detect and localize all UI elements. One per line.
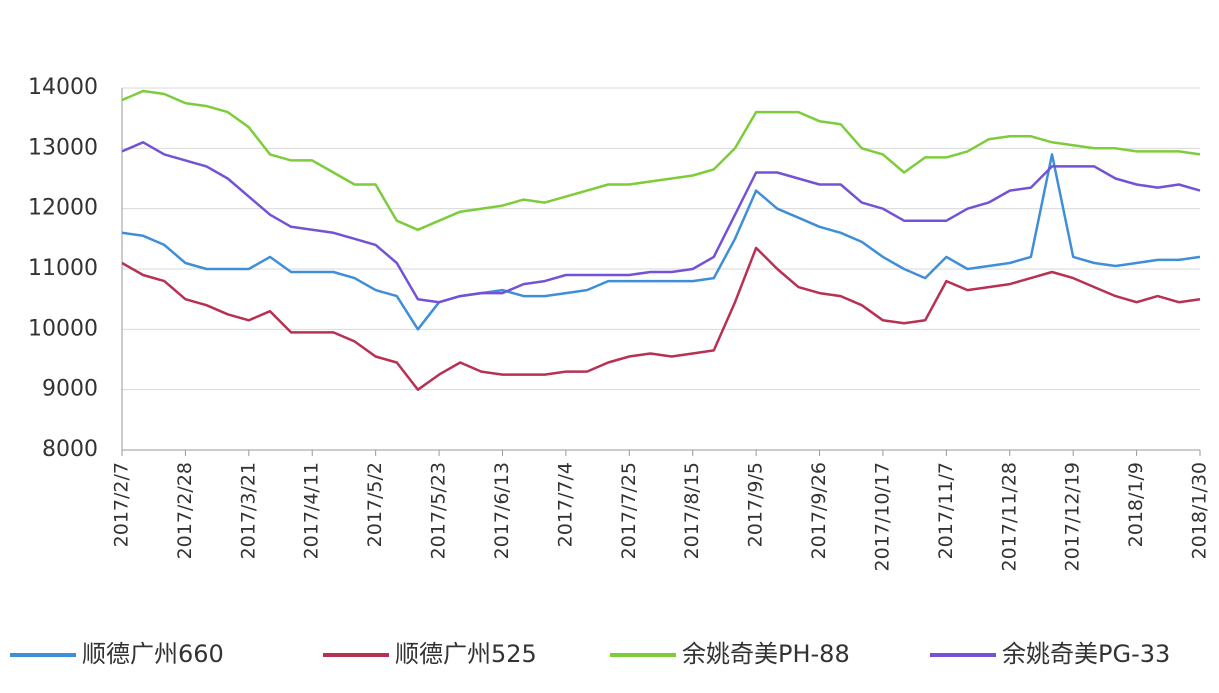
legend-label: 顺德广州525 bbox=[395, 640, 537, 668]
x-tick-label: 2017/8/15 bbox=[681, 462, 703, 559]
x-tick-label: 2017/2/7 bbox=[111, 462, 133, 547]
x-tick-label: 2017/9/5 bbox=[745, 462, 767, 547]
x-tick-label: 2017/2/28 bbox=[174, 462, 196, 559]
x-tick-label: 2017/11/28 bbox=[998, 462, 1020, 572]
y-tick-label: 11000 bbox=[28, 256, 98, 281]
line-series bbox=[121, 246, 1201, 391]
x-tick-label: 2017/4/11 bbox=[301, 462, 323, 559]
x-tick-label: 2017/12/19 bbox=[1062, 462, 1084, 572]
x-tick-label: 2017/3/21 bbox=[237, 462, 259, 559]
x-tick-label: 2017/5/2 bbox=[364, 462, 386, 547]
y-tick-label: 12000 bbox=[28, 196, 98, 221]
x-tick-label: 2017/6/13 bbox=[491, 462, 513, 559]
y-tick-label: 14000 bbox=[28, 75, 98, 100]
legend-label: 余姚奇美PH-88 bbox=[682, 640, 850, 668]
x-tick-label: 2017/7/4 bbox=[554, 462, 576, 547]
x-tick-label: 2018/1/30 bbox=[1189, 462, 1211, 559]
x-tick-label: 2017/9/26 bbox=[808, 462, 830, 559]
y-tick-label: 9000 bbox=[42, 377, 98, 402]
x-tick-label: 2017/5/23 bbox=[428, 462, 450, 559]
legend-label: 顺德广州660 bbox=[82, 640, 224, 668]
x-tick-label: 2018/1/9 bbox=[1125, 462, 1147, 547]
x-tick-label: 2017/10/17 bbox=[871, 462, 893, 572]
line-series bbox=[121, 153, 1201, 331]
line-series bbox=[121, 89, 1201, 232]
y-tick-label: 8000 bbox=[42, 437, 98, 462]
x-tick-label: 2017/7/25 bbox=[618, 462, 640, 559]
y-tick-label: 13000 bbox=[28, 135, 98, 160]
line-series bbox=[121, 141, 1201, 304]
legend-label: 余姚奇美PG-33 bbox=[1002, 640, 1170, 668]
y-tick-label: 10000 bbox=[28, 316, 98, 341]
x-tick-label: 2017/11/7 bbox=[935, 462, 957, 559]
